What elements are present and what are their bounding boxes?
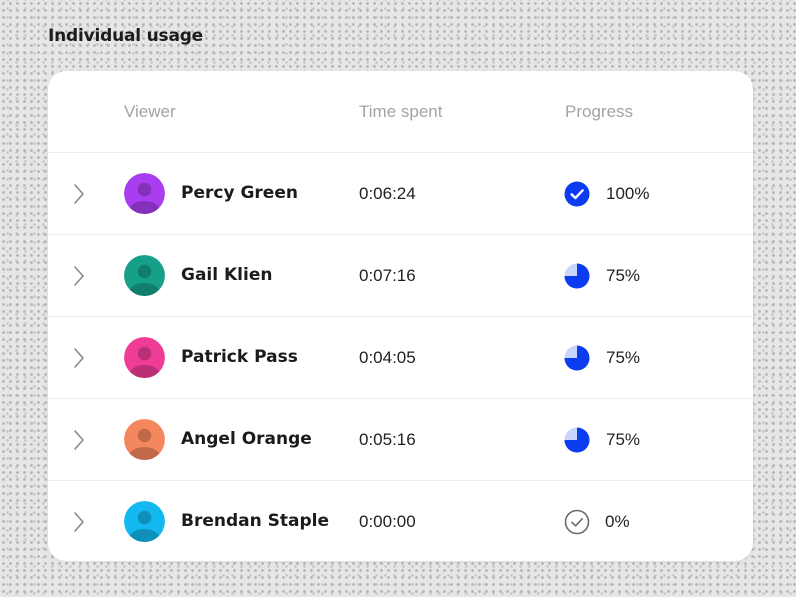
avatar — [124, 501, 165, 542]
viewer-name: Patrick Pass — [181, 347, 298, 367]
time-spent: 0:00:00 — [359, 512, 416, 531]
avatar — [124, 419, 165, 460]
table-row[interactable]: Angel Orange 0:05:16 75% — [48, 399, 753, 481]
time-spent: 0:05:16 — [359, 430, 416, 449]
chevron-right-icon[interactable] — [72, 183, 86, 205]
table-body: Percy Green 0:06:24 100% Gail Klien 0:07:16 7… — [48, 153, 753, 561]
progress-percent: 100% — [606, 184, 650, 203]
column-header-progress: Progress — [565, 102, 634, 121]
time-spent: 0:04:05 — [359, 348, 416, 367]
column-header-viewer: Viewer — [124, 102, 176, 121]
column-header-time-spent: Time spent — [359, 102, 443, 121]
pie-progress-icon — [564, 427, 590, 453]
viewer-name: Gail Klien — [181, 265, 273, 285]
table-row[interactable]: Patrick Pass 0:04:05 75% — [48, 317, 753, 399]
chevron-right-icon[interactable] — [72, 347, 86, 369]
chevron-right-icon[interactable] — [72, 265, 86, 287]
pie-progress-icon — [564, 345, 590, 371]
table-row[interactable]: Percy Green 0:06:24 100% — [48, 153, 753, 235]
avatar — [124, 337, 165, 378]
progress-percent: 75% — [606, 348, 641, 367]
avatar — [124, 255, 165, 296]
time-spent: 0:07:16 — [359, 266, 416, 285]
time-spent: 0:06:24 — [359, 184, 416, 203]
check-circle-icon — [564, 181, 590, 207]
table-row[interactable]: Brendan Staple 0:00:00 0% — [48, 481, 753, 561]
table-header: Viewer Time spent Progress — [48, 71, 753, 153]
viewer-name: Brendan Staple — [181, 511, 330, 531]
pie-progress-icon — [564, 263, 590, 289]
chevron-right-icon[interactable] — [72, 429, 86, 451]
page-title: Individual usage — [48, 26, 204, 46]
chevron-right-icon[interactable] — [72, 511, 86, 533]
viewer-name: Angel Orange — [181, 429, 312, 449]
progress-percent: 0% — [605, 512, 630, 531]
avatar — [124, 173, 165, 214]
progress-percent: 75% — [606, 430, 641, 449]
usage-table-card: Viewer Time spent Progress Percy Green 0:… — [48, 71, 753, 561]
progress-percent: 75% — [606, 266, 641, 285]
table-row[interactable]: Gail Klien 0:07:16 75% — [48, 235, 753, 317]
empty-check-circle-icon — [564, 509, 590, 535]
viewer-name: Percy Green — [181, 183, 298, 203]
